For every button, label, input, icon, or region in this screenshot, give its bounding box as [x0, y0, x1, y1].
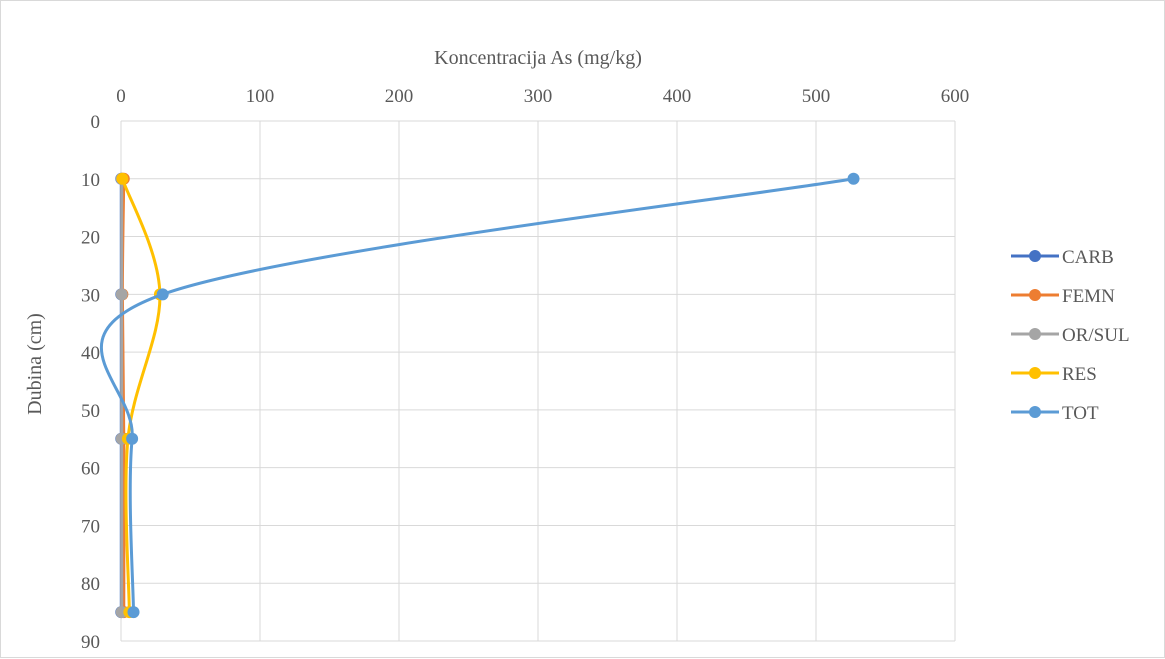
data-point-res	[116, 172, 129, 185]
legend-label: FEMN	[1062, 286, 1115, 307]
legend-item-or-sul: OR/SUL	[1011, 325, 1130, 346]
y-tick-label: 20	[81, 228, 100, 249]
legend-item-res: RES	[1011, 364, 1097, 385]
x-tick-label: 400	[663, 86, 692, 107]
y-tick-label: 50	[81, 401, 100, 422]
legend-item-carb: CARB	[1011, 247, 1114, 268]
y-tick-label: 90	[81, 632, 100, 653]
y-tick-label: 40	[81, 343, 100, 364]
legend-marker	[1029, 367, 1041, 379]
y-tick-label: 10	[81, 170, 100, 191]
legend-label: OR/SUL	[1062, 325, 1130, 346]
legend: CARB FEMN OR/SUL RES TOT	[1011, 247, 1130, 424]
legend-item-tot: TOT	[1011, 403, 1099, 424]
y-tick-label: 60	[81, 459, 100, 480]
data-point-tot	[127, 606, 140, 619]
y-tick-label: 80	[81, 574, 100, 595]
x-tick-label: 200	[385, 86, 414, 107]
legend-label: TOT	[1062, 403, 1099, 424]
gridlines	[120, 120, 956, 642]
y-tick-label: 30	[81, 285, 100, 306]
x-tick-label: 600	[941, 86, 970, 107]
legend-label: CARB	[1062, 247, 1114, 268]
x-tick-label: 0	[116, 86, 126, 107]
data-point-tot	[847, 172, 860, 185]
series-line-tot	[99, 177, 856, 614]
y-tick-labels: 0 10 20 30 40 50 60 70 80 90	[81, 112, 100, 653]
legend-marker	[1029, 406, 1041, 418]
legend-item-femn: FEMN	[1011, 286, 1115, 307]
x-tick-labels: 0 100 200 300 400 500 600	[116, 86, 969, 107]
data-point-tot	[156, 288, 169, 301]
legend-marker	[1029, 328, 1041, 340]
x-tick-label: 100	[246, 86, 275, 107]
series-tot	[99, 172, 860, 619]
legend-label: RES	[1062, 364, 1097, 385]
y-tick-label: 70	[81, 516, 100, 537]
x-tick-label: 500	[802, 86, 831, 107]
series-lines	[99, 172, 860, 619]
y-tick-label: 0	[91, 112, 101, 133]
x-tick-label: 300	[524, 86, 553, 107]
y-axis-title: Dubina (cm)	[24, 313, 46, 415]
x-axis-title: Koncentracija As (mg/kg)	[434, 47, 642, 69]
data-point-tot	[126, 432, 139, 445]
series-line-res	[120, 177, 162, 614]
legend-marker	[1029, 250, 1041, 262]
data-point-or-sul	[115, 288, 128, 301]
legend-marker	[1029, 289, 1041, 301]
